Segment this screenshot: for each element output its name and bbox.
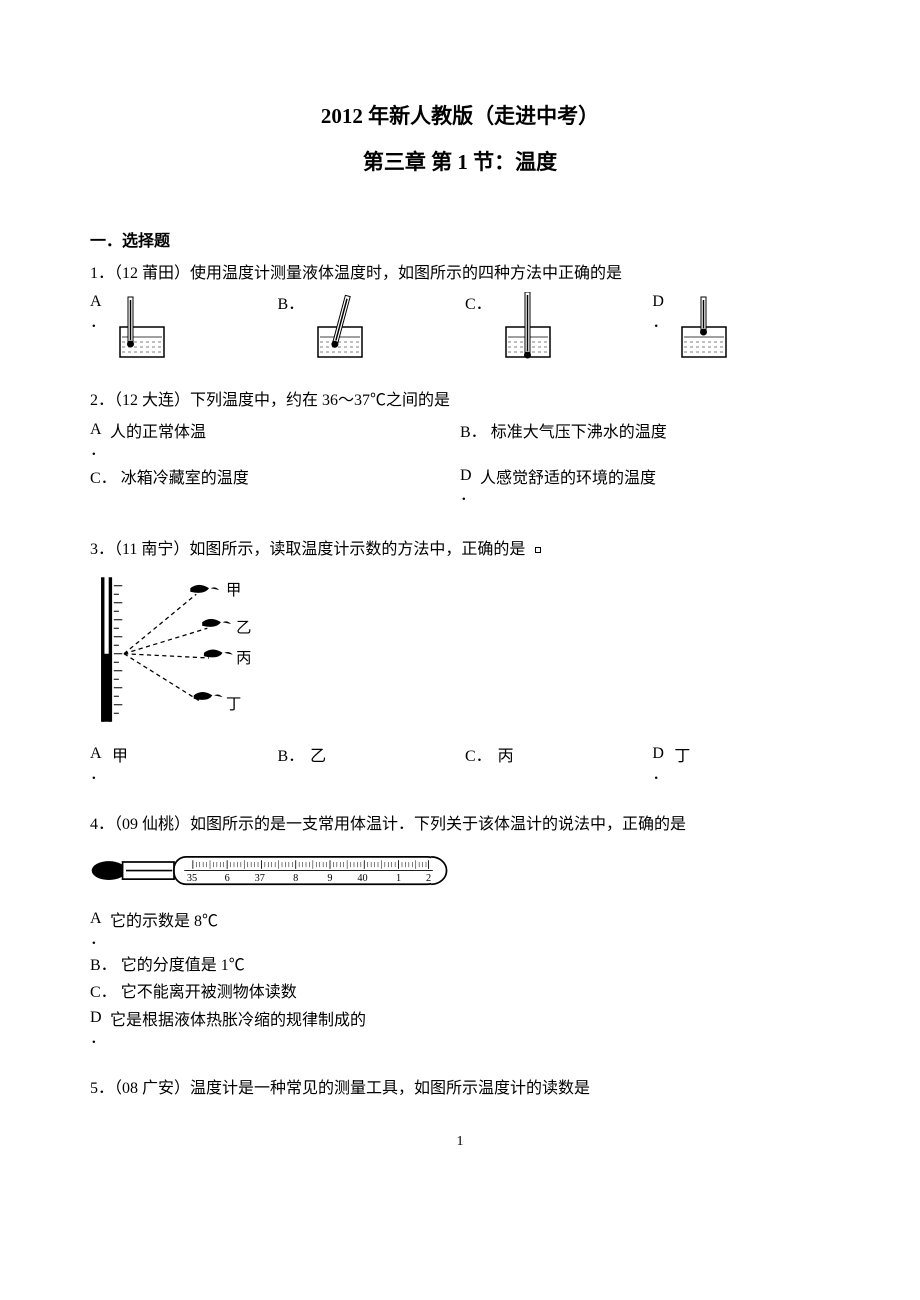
q1-a-letter: A — [90, 292, 106, 313]
q2-a-dot: ． — [90, 441, 106, 462]
q2-a-text: 人的正常体温 — [110, 420, 206, 446]
q2-b-text: 标准大气压下沸水的温度 — [491, 420, 667, 446]
label-bing: 丙 — [236, 650, 251, 667]
q1-option-d: D ． — [652, 292, 830, 362]
q1-c-letter: C． — [465, 292, 492, 318]
q1-d-dot: ． — [652, 313, 668, 334]
scale-35: 35 — [187, 872, 197, 883]
page-subtitle: 第三章 第 1 节：温度 — [90, 146, 830, 180]
scale-1: 1 — [396, 872, 401, 883]
label-yi: 乙 — [236, 619, 251, 636]
beaker-figure-c — [498, 292, 558, 362]
label-jia: 甲 — [226, 582, 241, 599]
q2-option-a: A ． 人的正常体温 — [90, 420, 460, 462]
question-2: 2．（12 大连）下列温度中，约在 36～37℃之间的是 A ． 人的正常体温 … — [90, 388, 830, 511]
q3-c-letter: C． — [465, 744, 492, 770]
q1-options: A ． B． — [90, 292, 830, 362]
section-heading: 一．选择题 — [90, 229, 830, 255]
beaker-figure-b — [310, 292, 370, 362]
q3-option-d: D ． 丁 — [652, 744, 830, 786]
q3-b-letter: B． — [277, 744, 304, 770]
q4-b-letter: B． — [90, 953, 117, 979]
q3-b-text: 乙 — [310, 744, 326, 770]
q2-a-letter: A — [90, 420, 106, 441]
q4-option-a: A ． 它的示数是 8℃ — [90, 909, 830, 951]
q4-a-text: 它的示数是 8℃ — [110, 909, 218, 951]
q4-c-text: 它不能离开被测物体读数 — [121, 980, 297, 1006]
q3-option-a: A ． 甲 — [90, 744, 268, 786]
q4-c-letter: C． — [90, 980, 117, 1006]
beaker-figure-a — [112, 292, 172, 362]
q3-a-letter: A — [90, 744, 106, 765]
q2-option-b: B． 标准大气压下沸水的温度 — [460, 420, 830, 462]
question-4: 4．（09 仙桃）如图所示的是一支常用体温计．下列关于该体温计的说法中，正确的是… — [90, 812, 830, 1050]
q4-b-text: 它的分度值是 1℃ — [121, 953, 245, 979]
scale-9: 9 — [327, 872, 332, 883]
scale-2: 2 — [426, 872, 431, 883]
q2-option-d: D ． 人感觉舒适的环境的温度 — [460, 466, 830, 508]
q2-d-letter: D — [460, 466, 476, 487]
q3-text: 3．（11 南宁）如图所示，读取温度计示数的方法中，正确的是 — [90, 537, 830, 563]
q2-options: A ． 人的正常体温 B． 标准大气压下沸水的温度 C． 冰箱冷藏室的温度 D … — [90, 420, 830, 511]
scale-40: 40 — [357, 872, 367, 883]
q5-text: 5．（08 广安）温度计是一种常见的测量工具，如图所示温度计的读数是 — [90, 1076, 830, 1102]
thermometer-reading-figure: 甲 乙 丙 丁 — [90, 573, 260, 726]
q2-option-c: C． 冰箱冷藏室的温度 — [90, 466, 460, 508]
q3-option-b: B． 乙 — [277, 744, 455, 770]
q2-d-text: 人感觉舒适的环境的温度 — [480, 466, 656, 492]
scale-37: 37 — [255, 872, 265, 883]
q3-a-text: 甲 — [112, 744, 128, 770]
q4-option-b: B． 它的分度值是 1℃ — [90, 953, 830, 979]
q3-c-text: 丙 — [498, 744, 514, 770]
q1-b-letter: B． — [277, 292, 304, 318]
q4-d-text: 它是根据液体热胀冷缩的规律制成的 — [110, 1008, 366, 1050]
label-ding: 丁 — [226, 696, 241, 713]
page-title: 2012 年新人教版（走进中考） — [90, 100, 830, 134]
q3-a-dot: ． — [90, 765, 106, 786]
q2-c-text: 冰箱冷藏室的温度 — [121, 466, 249, 492]
question-5: 5．（08 广安）温度计是一种常见的测量工具，如图所示温度计的读数是 — [90, 1076, 830, 1102]
q1-d-letter: D — [652, 292, 668, 313]
page-number: 1 — [90, 1131, 830, 1153]
q4-option-c: C． 它不能离开被测物体读数 — [90, 980, 830, 1006]
q1-a-dot: ． — [90, 313, 106, 334]
q4-option-d: D ． 它是根据液体热胀冷缩的规律制成的 — [90, 1008, 830, 1050]
q4-text: 4．（09 仙桃）如图所示的是一支常用体温计．下列关于该体温计的说法中，正确的是 — [90, 812, 830, 838]
q4-d-letter: D — [90, 1008, 106, 1029]
q3-d-text: 丁 — [674, 744, 690, 770]
q4-a-letter: A — [90, 909, 106, 930]
q4-a-dot: ． — [90, 930, 106, 951]
q2-c-letter: C． — [90, 466, 117, 492]
q4-options: A ． 它的示数是 8℃ B． 它的分度值是 1℃ C． 它不能离开被测物体读数… — [90, 909, 830, 1049]
q1-option-b: B． — [277, 292, 455, 362]
q2-d-dot: ． — [460, 486, 476, 507]
q3-option-c: C． 丙 — [465, 744, 643, 770]
question-3: 3．（11 南宁）如图所示，读取温度计示数的方法中，正确的是 甲 乙 丙 丁 — [90, 537, 830, 786]
scale-6: 6 — [225, 872, 230, 883]
q2-b-letter: B． — [460, 420, 487, 446]
question-1: 1．（12 莆田）使用温度计测量液体温度时，如图所示的四种方法中正确的是 A ．… — [90, 261, 830, 363]
q1-text: 1．（12 莆田）使用温度计测量液体温度时，如图所示的四种方法中正确的是 — [90, 261, 830, 287]
q2-text: 2．（12 大连）下列温度中，约在 36～37℃之间的是 — [90, 388, 830, 414]
placeholder-square-icon — [535, 547, 541, 553]
q4-d-dot: ． — [90, 1029, 106, 1050]
q3-text-span: 3．（11 南宁）如图所示，读取温度计示数的方法中，正确的是 — [90, 541, 525, 558]
q3-options: A ． 甲 B． 乙 C． 丙 D ． 丁 — [90, 744, 830, 786]
clinical-thermometer-figure: 35 6 37 8 9 40 1 2 — [90, 850, 450, 891]
beaker-figure-d — [674, 292, 734, 362]
q3-d-letter: D — [652, 744, 668, 765]
q1-option-a: A ． — [90, 292, 268, 362]
q1-option-c: C． — [465, 292, 643, 362]
q3-d-dot: ． — [652, 765, 668, 786]
scale-8: 8 — [293, 872, 298, 883]
